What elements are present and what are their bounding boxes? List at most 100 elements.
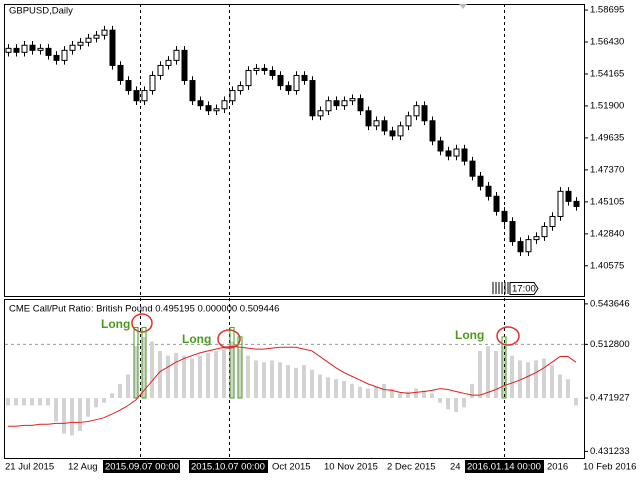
histogram-bar [182, 355, 186, 398]
tag-box [509, 282, 539, 295]
y-tick-label: 1.51900 [590, 100, 624, 111]
candle-body [165, 59, 172, 66]
candle-body [365, 110, 372, 127]
candle-body [349, 98, 356, 102]
histogram-bar [14, 397, 18, 406]
candle-body [405, 115, 412, 127]
candle-body [453, 148, 460, 157]
y-tick-label: 1.45105 [590, 196, 624, 207]
main-frame [4, 4, 585, 297]
histogram-bar [78, 397, 82, 431]
candle-body [245, 70, 252, 87]
candle-body [253, 67, 260, 72]
candle-body [469, 160, 476, 177]
signal-bar [133, 326, 139, 399]
histogram-bar [542, 358, 546, 398]
candle-body [413, 105, 420, 117]
candle-body [189, 80, 196, 102]
histogram-bar [118, 383, 122, 398]
candle-body [157, 64, 164, 76]
x-tick-label: 2015.10.07 00:00 [191, 462, 265, 473]
tag-label: 17:00 [512, 284, 536, 295]
histogram-bar [414, 388, 418, 398]
candle-body [485, 185, 492, 197]
x-tick-label: Oct 2015 [272, 462, 311, 473]
y-tick-label: 0.543646 [590, 298, 630, 309]
signal-bar [237, 336, 243, 399]
histogram-bar [374, 386, 378, 398]
candle-body [125, 80, 132, 92]
x-tick-label: 12 Aug [68, 462, 98, 473]
candle-body [205, 105, 212, 112]
candle-body [573, 200, 580, 207]
signal-label: Long [182, 332, 211, 346]
histogram-bar [430, 393, 434, 398]
signal-bar [229, 326, 235, 399]
histogram-bar [70, 397, 74, 436]
candle-body [389, 130, 396, 137]
histogram-bar [158, 350, 162, 398]
histogram-bar [478, 350, 482, 398]
candle-body [477, 175, 484, 187]
histogram-bar [286, 365, 290, 398]
candle-body [461, 148, 468, 162]
histogram-bar [54, 397, 58, 422]
y-tick-label: 1.56430 [590, 37, 624, 48]
candle-body [149, 74, 156, 92]
candle-body [293, 74, 300, 92]
candle-body [557, 190, 564, 217]
histogram-bar [318, 374, 322, 398]
candle-body [229, 90, 236, 102]
y-tick-label: 1.40575 [590, 260, 624, 271]
y-tick-label: 0.471927 [590, 393, 630, 404]
candle-body [5, 47, 12, 53]
y-tick-label: 1.58695 [590, 5, 624, 16]
histogram-bar [382, 383, 386, 398]
x-tick-label: 2 Dec 2015 [387, 462, 436, 473]
candle-body [445, 150, 452, 157]
signal-label: Long [455, 328, 484, 342]
histogram-bar [566, 379, 570, 398]
candle-body [13, 47, 20, 53]
histogram-bar [110, 393, 114, 398]
histogram-bar [62, 397, 66, 434]
time-tag: 17:00 [492, 282, 539, 295]
y-tick-label: 0.431233 [590, 446, 630, 457]
signal-bar [501, 336, 507, 399]
y-tick-label: 1.54165 [590, 68, 624, 79]
x-tick-label: 2015.09.07 00:00 [105, 462, 179, 473]
crosshair-date-box [465, 460, 544, 473]
candle-body [397, 125, 404, 137]
histogram-bar [38, 397, 42, 406]
candle-body [525, 239, 532, 253]
chart-title: GBPUSD,Daily [9, 6, 73, 17]
histogram-bar [558, 374, 562, 398]
shift-marker [459, 4, 467, 9]
indicator-title: CME Call/Put Ratio: British Pound 0.4951… [9, 304, 279, 315]
histogram-bar [166, 355, 170, 398]
y-tick-label: 1.49635 [590, 132, 624, 143]
candle-body [221, 100, 228, 110]
candle-body [517, 241, 524, 253]
candle-body [109, 29, 116, 66]
crosshair-date-box [103, 460, 180, 473]
histogram-bar [534, 360, 538, 398]
histogram-bar [462, 397, 466, 408]
histogram-bar [406, 391, 410, 398]
histogram-bar [238, 349, 242, 398]
crosshair-date-box [189, 460, 268, 473]
histogram-bar [262, 362, 266, 398]
histogram-bar [510, 355, 514, 398]
x-tick-label: 2016 [547, 462, 568, 473]
candle-body [77, 41, 84, 46]
candle-body [197, 100, 204, 107]
candle-body [357, 98, 364, 112]
candle-body [29, 44, 36, 51]
histogram-bar [366, 388, 370, 398]
candle-body [541, 225, 548, 238]
candle-body [493, 195, 500, 212]
candle-body [69, 44, 76, 51]
candle-body [21, 44, 28, 53]
